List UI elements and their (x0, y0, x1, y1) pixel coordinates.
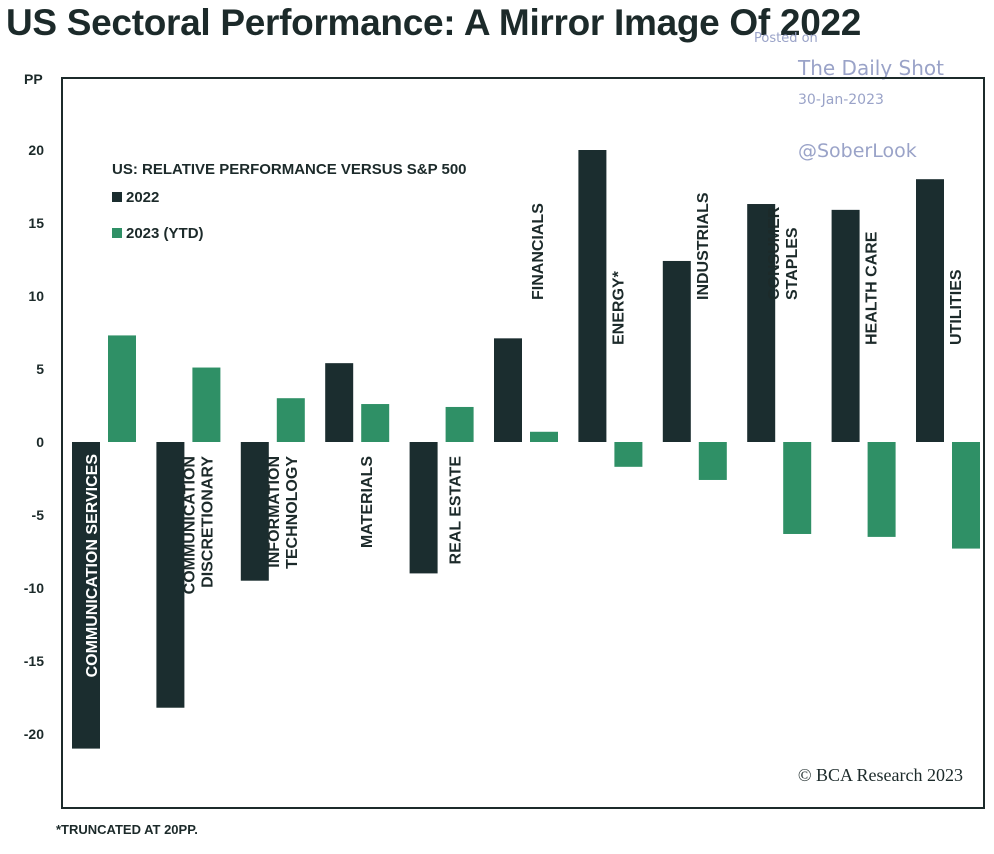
bar-2023-ytd (530, 431, 558, 442)
chart-subtitle: US: RELATIVE PERFORMANCE VERSUS S&P 500 (112, 161, 467, 178)
bar-2022 (831, 209, 860, 442)
bar-2022 (156, 442, 185, 708)
category-label: HEALTH CARE (864, 231, 881, 345)
y-tick-label: 0 (36, 434, 44, 450)
category-label: MATERIALS (359, 456, 376, 548)
plot-frame (61, 77, 985, 809)
y-tick-label: -10 (24, 580, 44, 596)
category-label: COMMUNICATIONDISCRETIONARY (181, 456, 216, 595)
watermark-date: 30-Jan-2023 (798, 92, 884, 108)
bar-2022 (72, 442, 100, 749)
legend-label: 2023 (YTD) (126, 225, 204, 242)
category-label: INDUSTRIALS (695, 192, 712, 300)
bar-2023-ytd (952, 442, 980, 549)
watermark-source: The Daily Shot (798, 56, 944, 80)
footnote: *TRUNCATED AT 20PP. (56, 822, 198, 837)
chart-title: US Sectoral Performance: A Mirror Image … (6, 2, 862, 43)
y-tick-label: 5 (36, 361, 44, 377)
bar-2023-ytd (276, 398, 305, 442)
category-label: REAL ESTATE (448, 456, 465, 565)
bar-2022 (747, 204, 776, 442)
bar-2023-ytd (445, 406, 474, 442)
y-axis: -20 -15 -10 -5 0 5 10 15 20 (24, 142, 44, 742)
bar-2022 (240, 442, 269, 581)
bar-2022 (578, 150, 607, 442)
legend-swatch (112, 192, 122, 202)
bar-2023-ytd (108, 335, 136, 442)
bar-2022 (409, 442, 438, 574)
category-labels: COMMUNICATION SERVICES COMMUNICATIONDISCR… (84, 192, 965, 677)
y-tick-label: -20 (24, 726, 44, 742)
bar-2023-ytd (867, 442, 896, 537)
y-tick-label: -15 (24, 653, 44, 669)
bar-2023-ytd (192, 367, 221, 442)
legend: 2022 2023 (YTD) (112, 189, 204, 242)
bar-2023-ytd (361, 404, 390, 442)
legend-swatch (112, 228, 122, 238)
watermark-posted: Posted on (754, 31, 818, 46)
category-label: CONSUMERSTAPLES (766, 206, 801, 300)
category-label: COMMUNICATION SERVICES (84, 454, 101, 678)
category-label: ENERGY* (610, 270, 627, 345)
bar-2022 (662, 260, 691, 442)
watermark-handle: @SoberLook (798, 140, 917, 162)
bar-2022 (494, 338, 522, 442)
y-tick-label: -5 (32, 507, 45, 523)
bar-2023-ytd (698, 442, 727, 480)
legend-label: 2022 (126, 189, 159, 206)
bar-2023-ytd (614, 442, 643, 467)
bar-2022 (916, 179, 944, 442)
y-axis-label: PP (24, 71, 43, 87)
y-tick-label: 15 (28, 215, 44, 231)
category-label: INFORMATIONTECHNOLOGY (266, 456, 301, 569)
y-tick-label: 10 (28, 288, 44, 304)
y-tick-label: 20 (28, 142, 44, 158)
bar-2023-ytd (783, 442, 812, 534)
bca-credit: © BCA Research 2023 (798, 765, 963, 785)
category-label: FINANCIALS (530, 203, 547, 300)
bars (72, 150, 980, 749)
category-label: UTILITIES (948, 269, 965, 345)
bar-2022 (325, 363, 354, 442)
